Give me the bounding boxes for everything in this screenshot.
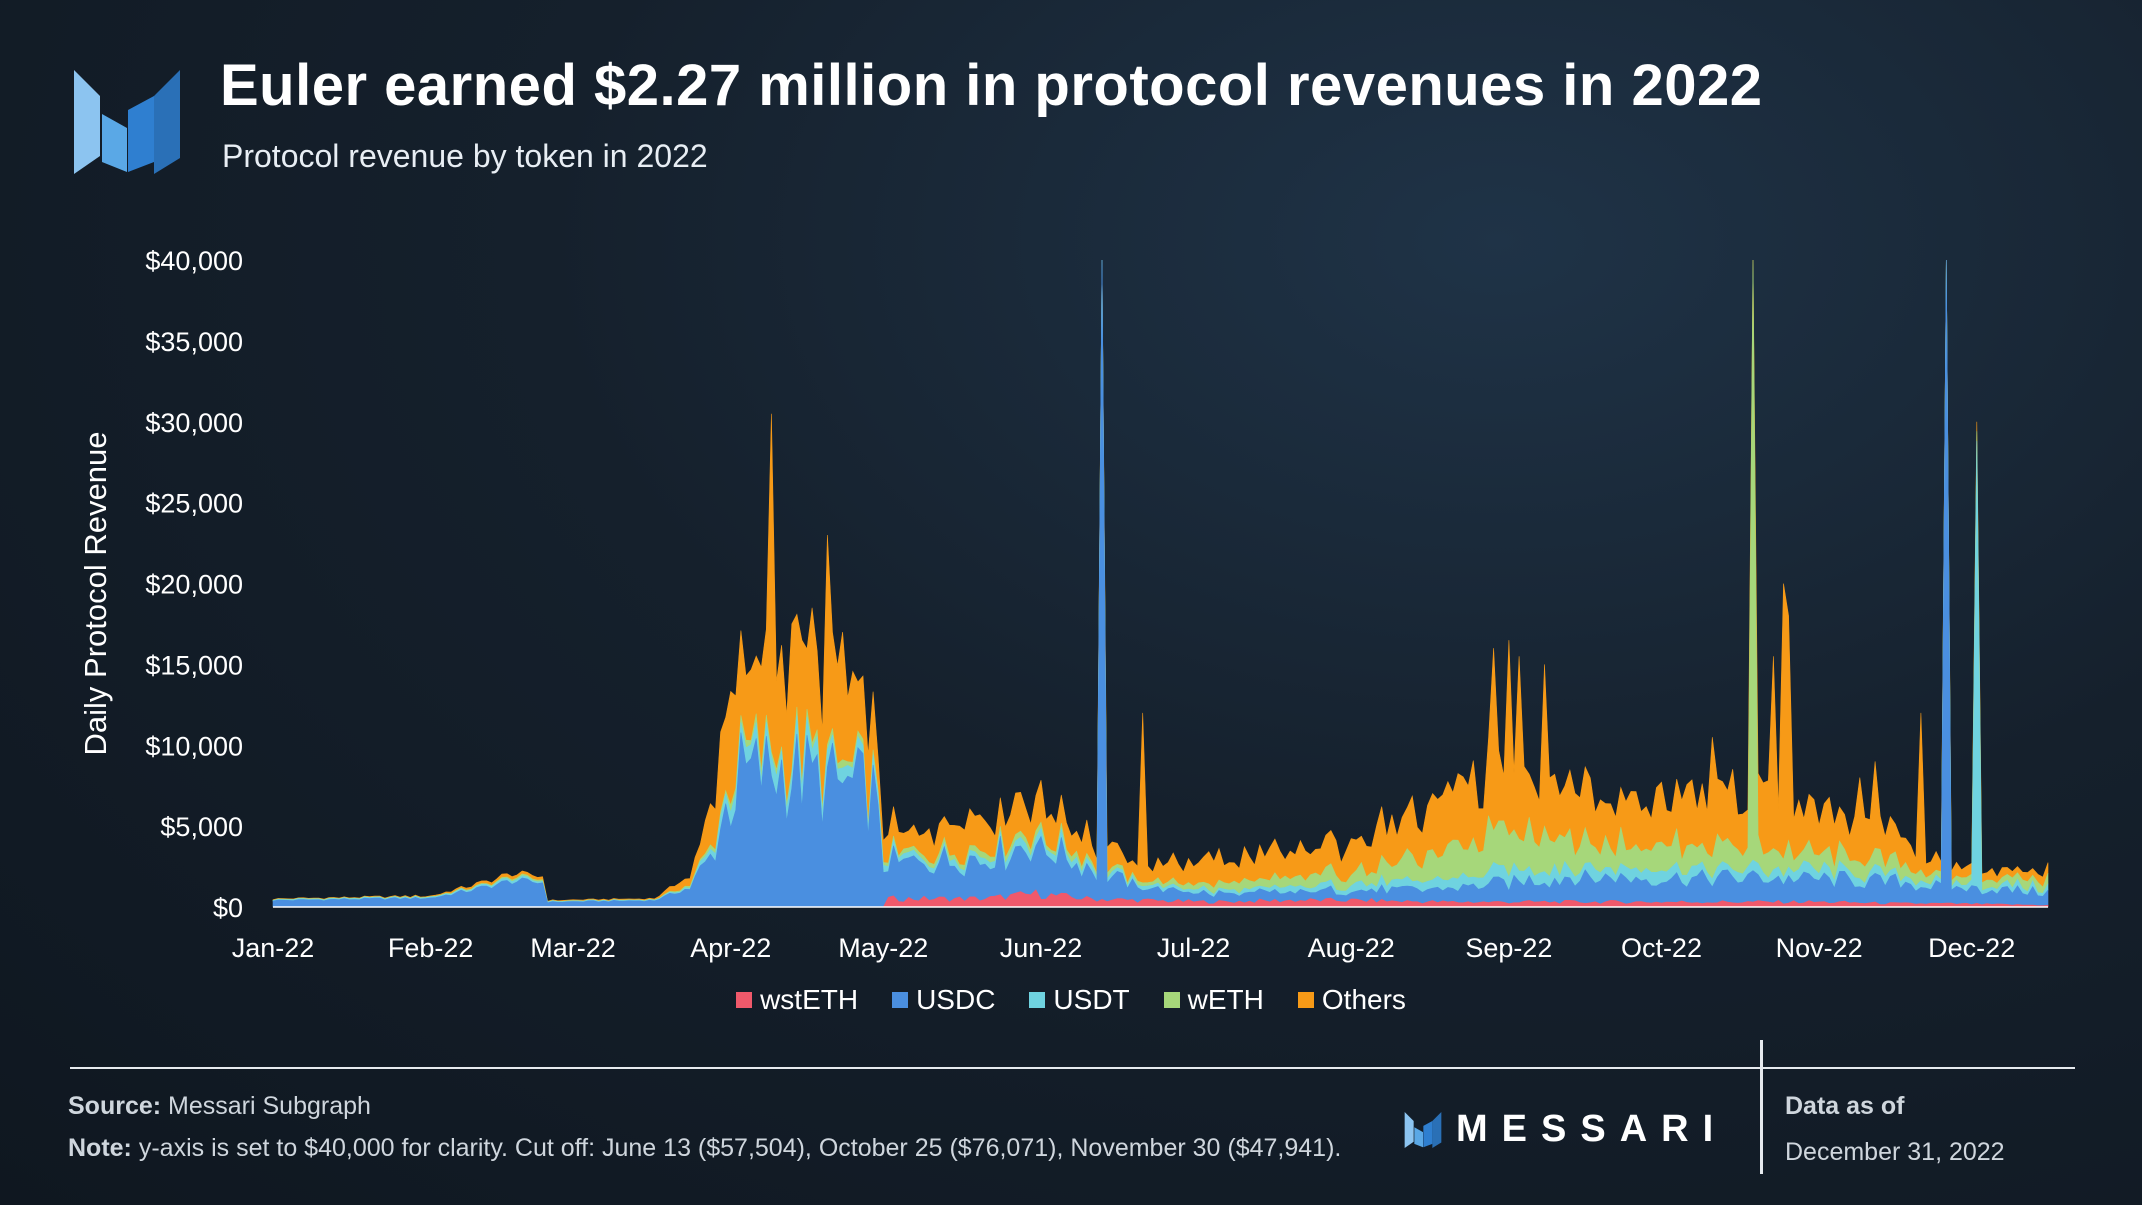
legend-label-wsteth: wstETH	[760, 984, 859, 1015]
footer-divider	[70, 1067, 2075, 1069]
messari-brand: MESSARI	[1404, 1108, 1727, 1151]
legend-item-weth[interactable]: wETH	[1163, 984, 1264, 1016]
x-tick-label: May-22	[838, 933, 928, 963]
legend-label-weth: wETH	[1187, 984, 1264, 1015]
source-text: Messari Subgraph	[168, 1092, 371, 1120]
source-label: Source:	[68, 1092, 162, 1120]
y-tick-label: $10,000	[145, 731, 243, 761]
messari-wordmark: MESSARI	[1456, 1108, 1728, 1150]
legend-item-others[interactable]: Others	[1297, 984, 1406, 1016]
x-tick-label: Jul-22	[1157, 933, 1231, 963]
area-series-others	[272, 260, 2049, 903]
note-text: y-axis is set to $40,000 for clarity. Cu…	[138, 1134, 1342, 1162]
legend-swatch-weth	[1163, 992, 1180, 1008]
data-as-of-label: Data as of	[1785, 1092, 1905, 1120]
x-tick-label: Apr-22	[690, 933, 771, 963]
y-tick-label: $5,000	[160, 812, 243, 842]
footer-vertical-divider	[1760, 1040, 1763, 1174]
legend-swatch-wsteth	[736, 992, 753, 1008]
y-tick-label: $15,000	[145, 650, 243, 680]
x-tick-label: Nov-22	[1776, 933, 1863, 963]
y-tick-label: $20,000	[145, 570, 243, 600]
x-tick-label: Jan-22	[232, 933, 315, 963]
legend-label-usdt: USDT	[1053, 984, 1130, 1015]
legend-item-usdt[interactable]: USDT	[1029, 984, 1130, 1016]
chart-subtitle: Protocol revenue by token in 2022	[222, 138, 708, 174]
legend-item-usdc[interactable]: USDC	[892, 984, 995, 1016]
x-tick-label: Sep-22	[1465, 933, 1552, 963]
chart-title: Euler earned $2.27 million in protocol r…	[220, 53, 1763, 118]
x-tick-label: Dec-22	[1928, 933, 2015, 963]
data-as-of-date: December 31, 2022	[1785, 1138, 2005, 1166]
y-tick-label: $25,000	[145, 489, 243, 519]
legend-label-usdc: USDC	[916, 984, 996, 1015]
source-line: Source: Messari Subgraph	[68, 1092, 371, 1121]
messari-logo-icon	[74, 70, 180, 174]
x-tick-label: Aug-22	[1308, 933, 1395, 963]
y-tick-label: $40,000	[145, 246, 243, 276]
x-tick-label: Feb-22	[388, 933, 474, 963]
x-tick-label: Oct-22	[1621, 933, 1702, 963]
chart-legend: wstETH USDC USDT wETH Others	[0, 984, 2142, 1016]
x-tick-label: Mar-22	[530, 933, 616, 963]
legend-label-others: Others	[1321, 984, 1406, 1015]
x-tick-label: Jun-22	[1000, 933, 1083, 963]
legend-swatch-others	[1297, 992, 1314, 1008]
y-axis-label: Daily Protocol Revenue	[78, 432, 113, 756]
y-tick-label: $0	[213, 893, 243, 923]
note-line: Note: y-axis is set to $40,000 for clari…	[68, 1134, 1341, 1163]
messari-brand-icon	[1404, 1111, 1442, 1148]
note-label: Note:	[68, 1134, 132, 1162]
y-tick-label: $30,000	[145, 408, 243, 438]
legend-swatch-usdc	[892, 992, 909, 1008]
legend-swatch-usdt	[1029, 992, 1046, 1008]
legend-item-wsteth[interactable]: wstETH	[736, 984, 858, 1016]
y-tick-label: $35,000	[145, 327, 243, 357]
